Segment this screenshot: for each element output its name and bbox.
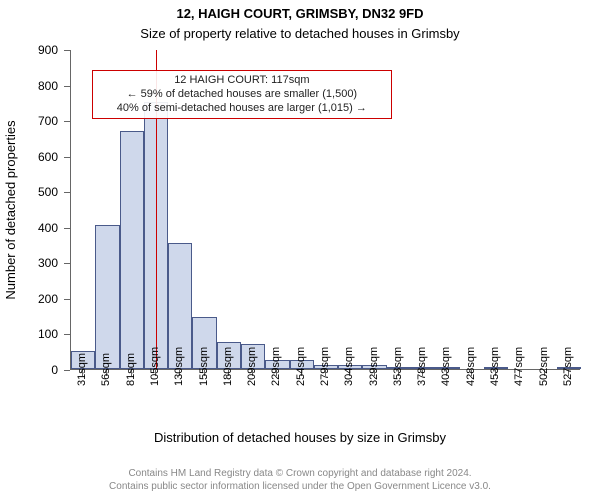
y-tick-label: 300 (0, 256, 58, 270)
credits-line: Contains HM Land Registry data © Crown c… (0, 468, 600, 481)
y-tick-mark (64, 228, 70, 229)
credits-text: Contains HM Land Registry data © Crown c… (0, 468, 600, 493)
annotation-line: ← 59% of detached houses are smaller (1,… (96, 88, 388, 102)
y-tick-mark (64, 370, 70, 371)
y-tick-label: 600 (0, 150, 58, 164)
y-tick-mark (64, 157, 70, 158)
annotation-line: 12 HAIGH COURT: 117sqm (96, 74, 388, 88)
annotation-box: 12 HAIGH COURT: 117sqm← 59% of detached … (92, 70, 392, 119)
y-tick-label: 400 (0, 221, 58, 235)
y-tick-mark (64, 192, 70, 193)
histogram-bar (120, 131, 144, 369)
y-tick-mark (64, 50, 70, 51)
y-tick-label: 0 (0, 363, 58, 377)
y-tick-mark (64, 334, 70, 335)
y-tick-mark (64, 263, 70, 264)
y-tick-mark (64, 299, 70, 300)
y-axis-label: Number of detached properties (3, 120, 18, 299)
chart-title-main: 12, HAIGH COURT, GRIMSBY, DN32 9FD (0, 6, 600, 21)
chart-container: { "title_main": "12, HAIGH COURT, GRIMSB… (0, 0, 600, 500)
histogram-bar (95, 225, 119, 369)
y-tick-label: 900 (0, 43, 58, 57)
annotation-line: 40% of semi-detached houses are larger (… (96, 102, 388, 116)
y-tick-label: 200 (0, 292, 58, 306)
credits-line: Contains public sector information licen… (0, 481, 600, 494)
chart-title-sub: Size of property relative to detached ho… (0, 26, 600, 41)
y-tick-label: 700 (0, 114, 58, 128)
x-axis-label: Distribution of detached houses by size … (0, 430, 600, 445)
y-tick-mark (64, 121, 70, 122)
y-tick-label: 100 (0, 327, 58, 341)
y-tick-label: 500 (0, 185, 58, 199)
y-tick-mark (64, 86, 70, 87)
y-tick-label: 800 (0, 79, 58, 93)
